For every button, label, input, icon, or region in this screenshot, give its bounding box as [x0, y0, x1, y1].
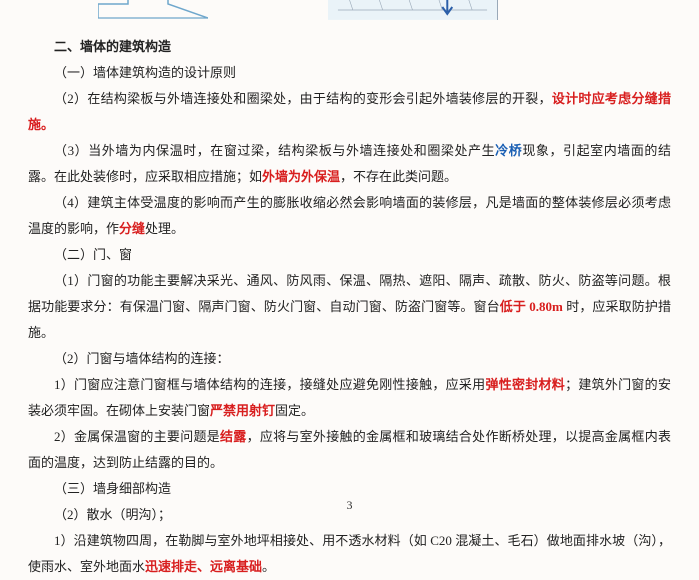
- subsection-title: （一）墙体建筑构造的设计原则: [28, 60, 671, 86]
- diagram-stair-right: [328, 0, 498, 20]
- body-text: （3）当外墙为内保温时，在窗过梁，结构梁板与外墙连接处和圈梁处产生冷桥现象，引起…: [28, 138, 671, 190]
- text: 处理。: [145, 221, 184, 236]
- emphasis-red: 严禁用射钉: [210, 403, 275, 418]
- diagram-stair-left: [98, 0, 208, 20]
- emphasis-red: 弹性密封材料: [485, 377, 565, 392]
- figure-row: [28, 0, 671, 28]
- text: ，不存在此类问题。: [340, 169, 457, 184]
- text: 1）沿建筑物四周，在勒脚与室外地坪相接处、用不透水材料（如 C20 混凝土、毛石…: [28, 533, 671, 574]
- subsection-title: （二）门、窗: [28, 242, 671, 268]
- body-text: 1）沿建筑物四周，在勒脚与室外地坪相接处、用不透水材料（如 C20 混凝土、毛石…: [28, 528, 671, 580]
- body-text: （2）门窗与墙体结构的连接：: [28, 346, 671, 372]
- emphasis-blue: 冷桥: [495, 143, 522, 158]
- text: 。: [262, 559, 275, 574]
- text: 1）门窗应注意门窗框与墙体结构的连接，接缝处应避免刚性接触，应采用: [54, 377, 485, 392]
- body-text: 1）门窗应注意门窗框与墙体结构的连接，接缝处应避免刚性接触，应采用弹性密封材料；…: [28, 372, 671, 424]
- body-text: 2）金属保温窗的主要问题是结露，应将与室外接触的金属框和玻璃结合处作断桥处理，以…: [28, 424, 671, 476]
- text: 2）金属保温窗的主要问题是: [54, 429, 220, 444]
- section-title: 二、墙体的建筑构造: [28, 34, 671, 60]
- body-text: （1）门窗的功能主要解决采光、通风、防风雨、保温、隔热、遮阳、隔声、疏散、防火、…: [28, 268, 671, 346]
- text: （3）当外墙为内保温时，在窗过梁，结构梁板与外墙连接处和圈梁处产生: [54, 143, 495, 158]
- text: （2）在结构梁板与外墙连接处和圈梁处，由于结构的变形会引起外墙装修层的开裂，: [54, 91, 552, 106]
- text: 固定。: [275, 403, 314, 418]
- emphasis-red: 结露: [220, 429, 247, 444]
- page-number: 3: [0, 493, 699, 517]
- emphasis-red: 分缝: [119, 221, 145, 236]
- emphasis-red: 迅速排走、远离基础: [145, 559, 262, 574]
- body-text: （2）在结构梁板与外墙连接处和圈梁处，由于结构的变形会引起外墙装修层的开裂，设计…: [28, 86, 671, 138]
- emphasis-red: 低于 0.80m: [500, 299, 563, 314]
- body-text: （4）建筑主体受温度的影响而产生的膨胀收缩必然会影响墙面的装修层，凡是墙面的整体…: [28, 190, 671, 242]
- emphasis-red: 外墙为外保温: [262, 169, 340, 184]
